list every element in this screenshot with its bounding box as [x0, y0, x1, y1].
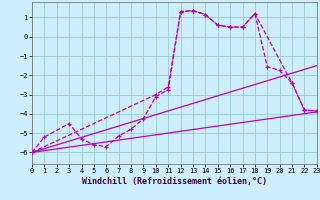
X-axis label: Windchill (Refroidissement éolien,°C): Windchill (Refroidissement éolien,°C): [82, 177, 267, 186]
